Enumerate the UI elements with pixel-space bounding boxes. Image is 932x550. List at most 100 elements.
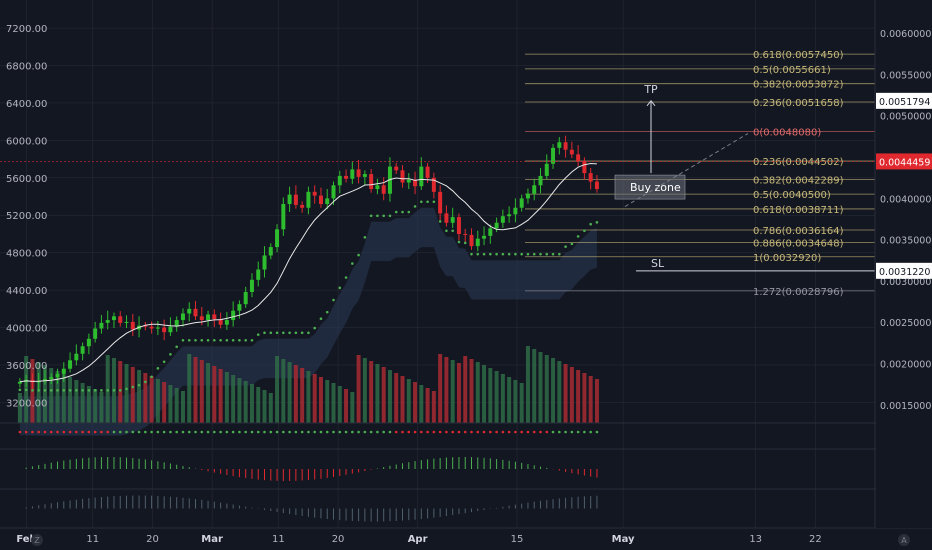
candle-body[interactable] <box>68 360 73 369</box>
candle-body[interactable] <box>42 379 47 381</box>
candle-body[interactable] <box>438 191 443 214</box>
candle-body[interactable] <box>569 149 574 155</box>
candle-body[interactable] <box>224 320 229 325</box>
candle-body[interactable] <box>312 191 317 196</box>
candle-body[interactable] <box>538 175 543 186</box>
candle-body[interactable] <box>237 304 242 311</box>
candle-body[interactable] <box>199 316 204 321</box>
candle-body[interactable] <box>155 327 160 329</box>
candle-body[interactable] <box>419 166 424 187</box>
candle-body[interactable] <box>507 214 512 217</box>
candle-body[interactable] <box>344 175 349 179</box>
left-price-axis[interactable]: 7200.00 6800.00 6400.00 6000.00 5600.00 5200.… <box>6 24 47 409</box>
candle-body[interactable] <box>469 234 474 247</box>
candle-body[interactable] <box>130 321 135 330</box>
candle-body[interactable] <box>425 166 430 178</box>
candle-body[interactable] <box>149 326 154 329</box>
annotations[interactable]: TP SL Buy zone <box>614 83 875 272</box>
candle-body[interactable] <box>482 235 487 239</box>
candlestick-series[interactable] <box>17 135 599 391</box>
candle-body[interactable] <box>249 279 254 292</box>
candle-body[interactable] <box>243 291 248 305</box>
candle-body[interactable] <box>124 321 129 323</box>
buy-zone-box[interactable] <box>614 174 686 200</box>
candle-body[interactable] <box>456 217 461 234</box>
candle-body[interactable] <box>525 193 530 199</box>
candle-body[interactable] <box>268 247 273 256</box>
candle-body[interactable] <box>394 166 399 171</box>
candle-body[interactable] <box>218 319 223 325</box>
candle-body[interactable] <box>306 191 311 208</box>
candle-body[interactable] <box>206 314 211 321</box>
candle-body[interactable] <box>318 195 323 205</box>
candle-body[interactable] <box>17 381 22 384</box>
auto-scale-button[interactable] <box>898 534 910 546</box>
candle-body[interactable] <box>375 185 380 190</box>
candle-body[interactable] <box>281 204 286 230</box>
corner-buttons[interactable]: Z A <box>31 534 910 546</box>
candle-body[interactable] <box>532 185 537 194</box>
candle-body[interactable] <box>293 194 298 205</box>
candle-body[interactable] <box>594 181 599 190</box>
timezone-button[interactable] <box>31 534 43 546</box>
candle-body[interactable] <box>287 194 292 205</box>
candle-body[interactable] <box>174 320 179 327</box>
candle-body[interactable] <box>86 338 91 347</box>
candle-body[interactable] <box>500 216 505 223</box>
candle-body[interactable] <box>557 142 562 148</box>
candle-body[interactable] <box>450 217 455 223</box>
candle-body[interactable] <box>256 269 261 280</box>
candle-body[interactable] <box>387 166 392 194</box>
candle-body[interactable] <box>494 222 499 229</box>
candle-body[interactable] <box>162 327 167 333</box>
candle-body[interactable] <box>212 314 217 320</box>
candle-body[interactable] <box>400 170 405 183</box>
candle-body[interactable] <box>406 179 411 183</box>
candle-body[interactable] <box>356 169 361 177</box>
candle-body[interactable] <box>362 174 367 177</box>
candle-body[interactable] <box>513 207 518 215</box>
candle-body[interactable] <box>55 373 60 378</box>
candle-body[interactable] <box>118 316 123 323</box>
candle-body[interactable] <box>49 377 54 380</box>
candle-body[interactable] <box>275 229 280 248</box>
candle-body[interactable] <box>431 177 436 192</box>
candle-body[interactable] <box>488 228 493 236</box>
candle-body[interactable] <box>381 185 386 194</box>
candle-body[interactable] <box>111 316 116 321</box>
candle-body[interactable] <box>563 142 568 150</box>
candle-body[interactable] <box>74 353 79 361</box>
candle-body[interactable] <box>463 233 468 235</box>
candle-body[interactable] <box>168 326 173 333</box>
fibonacci-levels[interactable]: 0.618(0.0057450) 0.5(0.0055661) 0.382(0.00… <box>525 50 875 298</box>
candle-body[interactable] <box>187 308 192 314</box>
candle-body[interactable] <box>80 346 85 354</box>
candle-body[interactable] <box>588 173 593 182</box>
candle-body[interactable] <box>369 174 374 190</box>
candle-body[interactable] <box>143 325 148 327</box>
candle-body[interactable] <box>231 310 236 321</box>
candle-body[interactable] <box>551 147 556 164</box>
candle-body[interactable] <box>576 154 581 161</box>
candle-body[interactable] <box>331 185 336 199</box>
candle-body[interactable] <box>350 169 355 179</box>
candle-body[interactable] <box>99 322 104 329</box>
candle-body[interactable] <box>325 198 330 205</box>
candle-body[interactable] <box>337 175 342 186</box>
candle-body[interactable] <box>262 255 267 270</box>
candle-body[interactable] <box>544 163 549 176</box>
time-axis[interactable]: Feb 11 20 Mar 11 20 Apr 15 May 13 22 <box>16 534 821 545</box>
candle-body[interactable] <box>93 328 98 339</box>
candle-body[interactable] <box>105 320 110 323</box>
candle-body[interactable] <box>582 160 587 174</box>
candle-body[interactable] <box>180 313 185 321</box>
candle-body[interactable] <box>413 179 418 187</box>
candle-body[interactable] <box>475 238 480 247</box>
candle-body[interactable] <box>193 308 198 317</box>
candle-body[interactable] <box>519 198 524 208</box>
candle-body[interactable] <box>300 204 305 208</box>
support-dot <box>583 229 586 233</box>
candle-body[interactable] <box>444 213 449 223</box>
candle-body[interactable] <box>61 368 66 374</box>
